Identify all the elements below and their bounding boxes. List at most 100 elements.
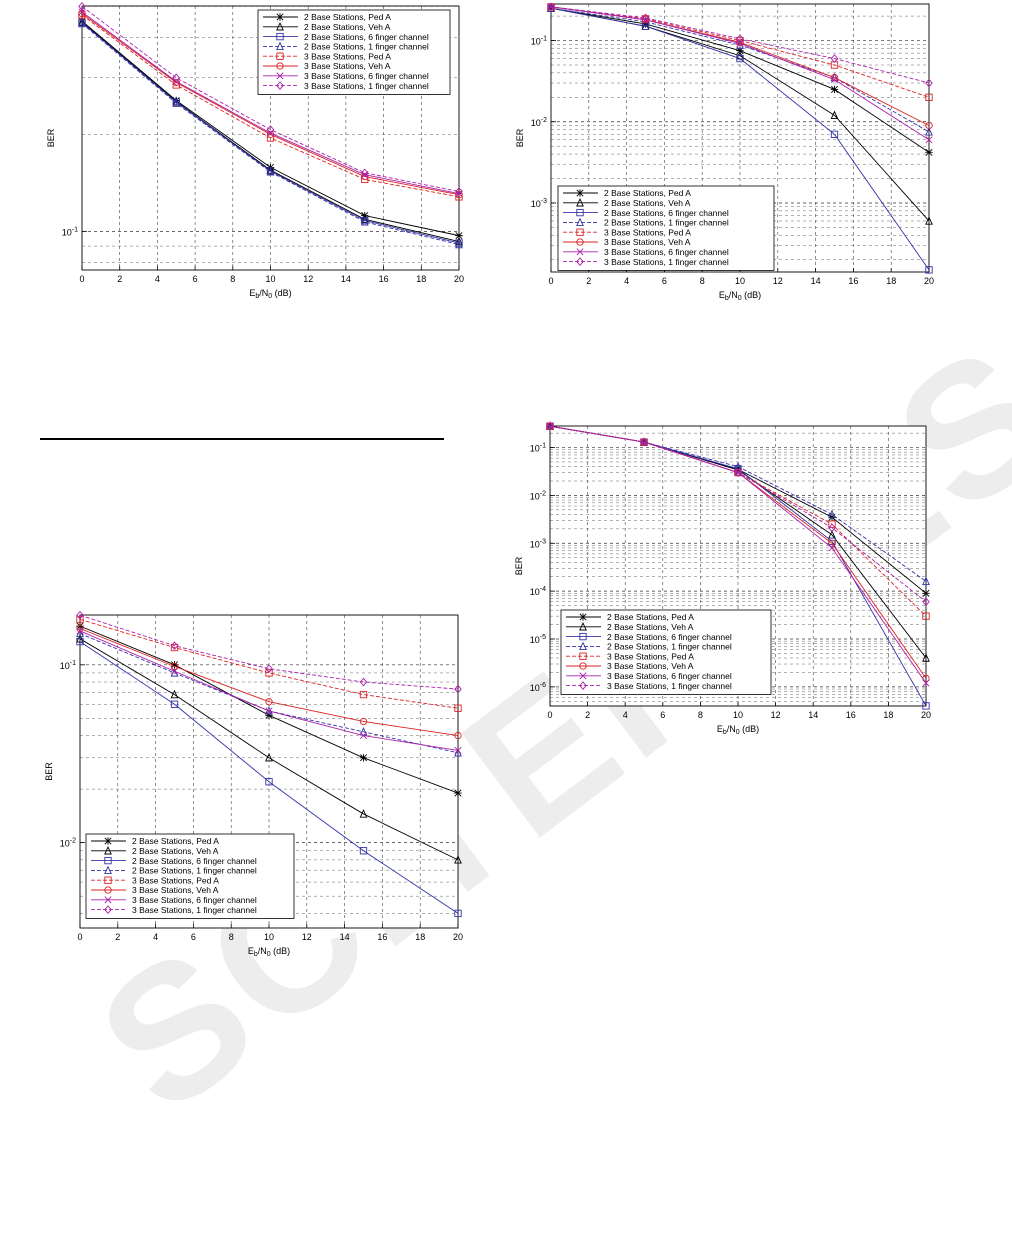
data-point xyxy=(454,789,462,797)
data-point xyxy=(276,52,284,60)
legend-label: 2 Base Stations, Veh A xyxy=(604,198,691,208)
x-tick-label: 10 xyxy=(265,274,275,284)
data-point xyxy=(276,13,284,21)
data-point xyxy=(922,576,930,586)
data-point xyxy=(579,662,587,670)
data-point xyxy=(576,189,584,197)
x-tick-label: 8 xyxy=(698,710,703,720)
x-tick-label: 4 xyxy=(155,274,160,284)
chart-ber-bottom-right: 0 2 4 6 8 10 12 14 16 18 20 10-1 10-2 10-3 10-4 10-5 10-… xyxy=(514,421,931,736)
data-point xyxy=(172,98,181,107)
data-point xyxy=(455,231,463,240)
data-point xyxy=(734,468,742,477)
data-point xyxy=(104,905,112,914)
legend-box xyxy=(257,9,451,95)
series-0 xyxy=(76,622,462,797)
data-point xyxy=(359,677,368,687)
x-tick-label: 8 xyxy=(700,276,705,286)
data-point xyxy=(266,167,275,176)
legend-label: 3 Base Stations, 6 finger channel xyxy=(132,895,257,905)
data-point xyxy=(455,187,463,196)
data-point xyxy=(925,93,933,101)
data-point xyxy=(546,422,554,430)
data-point xyxy=(922,612,930,620)
data-point xyxy=(76,627,84,635)
data-point xyxy=(576,208,584,217)
y-tick-label: 10-3 xyxy=(531,198,547,209)
data-point xyxy=(922,679,930,687)
legend-label: 2 Base Stations, 1 finger channel xyxy=(304,42,429,52)
data-point xyxy=(830,73,839,82)
data-point xyxy=(265,707,273,715)
x-tick-label: 12 xyxy=(771,710,781,720)
data-point xyxy=(922,597,930,607)
series-line xyxy=(79,628,459,737)
data-point xyxy=(547,2,555,12)
x-tick-label: 14 xyxy=(340,932,350,942)
y-tick-label: 10-1 xyxy=(60,660,76,671)
series-7 xyxy=(76,610,462,694)
x-tick-label: 16 xyxy=(846,710,856,720)
data-point xyxy=(925,148,933,157)
series-3 xyxy=(78,18,463,249)
y-tick-label: 10-1 xyxy=(531,36,547,47)
data-point xyxy=(361,171,369,179)
data-point xyxy=(925,216,933,225)
data-point xyxy=(576,257,584,266)
data-point xyxy=(579,632,587,641)
data-point xyxy=(104,856,112,865)
x-tick-label: 18 xyxy=(416,274,426,284)
data-point xyxy=(170,689,179,699)
x-tick-label: 14 xyxy=(808,710,818,720)
x-tick-label: 0 xyxy=(547,710,552,720)
x-tick-label: 14 xyxy=(341,274,351,284)
x-tick-label: 20 xyxy=(453,932,463,942)
legend-label: 2 Base Stations, Veh A xyxy=(304,22,391,32)
data-point xyxy=(925,78,933,88)
legend-label: 3 Base Stations, 6 finger channel xyxy=(604,247,729,257)
x-axis-label: Eb/N0 (dB) xyxy=(719,290,761,302)
data-point xyxy=(828,544,836,552)
data-point xyxy=(922,589,930,598)
data-point xyxy=(104,886,112,894)
series-6 xyxy=(76,627,462,754)
legend-label: 3 Base Stations, 1 finger channel xyxy=(132,905,257,915)
data-point xyxy=(579,622,587,631)
y-axis-label: BER xyxy=(44,762,54,781)
data-point xyxy=(360,214,369,223)
data-point xyxy=(641,20,650,28)
y-axis-label: BER xyxy=(514,556,524,575)
series-line xyxy=(549,425,927,603)
x-tick-label: 20 xyxy=(454,274,464,284)
series-line xyxy=(550,7,930,271)
x-tick-label: 12 xyxy=(773,276,783,286)
data-point xyxy=(265,664,273,674)
legend-label: 2 Base Stations, 1 finger channel xyxy=(607,642,732,652)
x-tick-label: 4 xyxy=(153,932,158,942)
data-point xyxy=(265,753,273,762)
data-point xyxy=(830,85,839,94)
legend-label: 3 Base Stations, Ped A xyxy=(607,651,694,661)
legend-label: 2 Base Stations, 1 finger channel xyxy=(132,866,257,876)
x-tick-label: 8 xyxy=(230,274,235,284)
data-point xyxy=(78,8,86,16)
data-point xyxy=(640,437,648,447)
data-point xyxy=(579,641,587,651)
legend-label: 3 Base Stations, 6 finger channel xyxy=(304,71,429,81)
data-point xyxy=(170,643,179,652)
y-tick-label: 10-5 xyxy=(530,634,546,645)
data-point xyxy=(170,641,179,651)
data-point xyxy=(922,702,930,710)
x-tick-label: 18 xyxy=(415,932,425,942)
data-point xyxy=(76,637,84,646)
data-point xyxy=(276,81,284,90)
y-tick-label: 10-2 xyxy=(531,117,547,128)
x-tick-label: 4 xyxy=(624,276,629,286)
data-point xyxy=(361,172,369,181)
data-point xyxy=(76,622,84,630)
x-tick-label: 6 xyxy=(662,276,667,286)
data-point xyxy=(828,539,836,547)
legend-label: 2 Base Stations, Ped A xyxy=(604,188,691,198)
legend-label: 2 Base Stations, 1 finger channel xyxy=(604,218,729,228)
